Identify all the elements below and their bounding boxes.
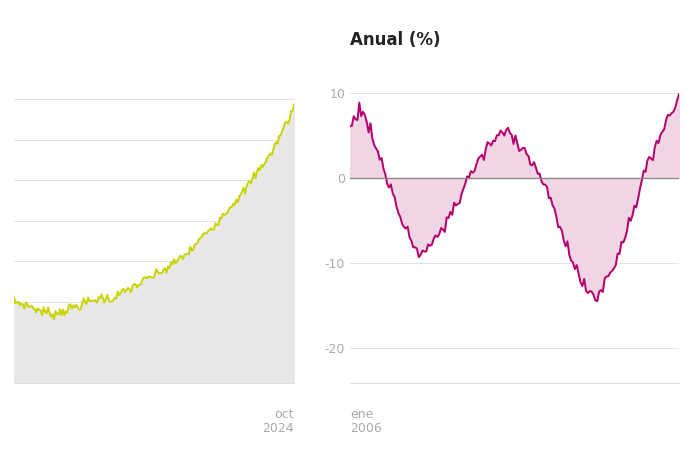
Text: Anual (%): Anual (%) — [350, 31, 440, 49]
Text: ene
2006: ene 2006 — [350, 408, 382, 436]
Text: oct
2024: oct 2024 — [262, 408, 294, 436]
